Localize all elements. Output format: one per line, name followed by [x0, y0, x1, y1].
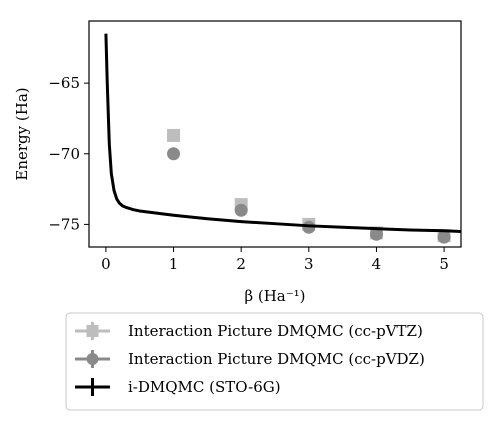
legend-box: [65, 312, 484, 411]
x-axis-label: β (Ha⁻¹): [244, 287, 305, 305]
x-tick-label: 4: [372, 255, 382, 273]
y-tick-label: −65: [48, 74, 80, 92]
legend-circle-marker: [86, 353, 99, 365]
y-tick-label: −70: [48, 145, 80, 163]
legend-square-marker: [86, 325, 99, 337]
axes-frame: [88, 20, 462, 248]
legend: Interaction Picture DMQMC (cc-pVTZ) Inter…: [65, 312, 484, 411]
x-tick-label: 3: [304, 255, 314, 273]
legend-entry: Interaction Picture DMQMC (cc-pVTZ): [75, 322, 423, 340]
legend-entry: i-DMQMC (STO-6G): [75, 378, 281, 396]
square-point: [167, 128, 181, 142]
circle-point: [167, 147, 181, 161]
ticks: 0 1 2 3 4 5 −75 −70 −65: [48, 74, 449, 273]
series-line: [104, 33, 461, 233]
plot-marks: [104, 33, 461, 244]
y-axis-label: Energy (Ha): [13, 87, 31, 180]
legend-label: Interaction Picture DMQMC (cc-pVTZ): [128, 322, 423, 340]
legend-label: i-DMQMC (STO-6G): [128, 378, 281, 396]
x-tick-label: 5: [439, 255, 449, 273]
legend-label: Interaction Picture DMQMC (cc-pVDZ): [128, 350, 425, 368]
circle-point: [369, 227, 383, 241]
y-tick-label: −75: [48, 215, 80, 233]
x-tick-label: 0: [101, 255, 111, 273]
x-tick-label: 1: [169, 255, 179, 273]
legend-entries: Interaction Picture DMQMC (cc-pVTZ) Inter…: [75, 322, 425, 396]
circle-point: [234, 203, 248, 217]
circle-point: [437, 230, 451, 244]
legend-entry: Interaction Picture DMQMC (cc-pVDZ): [75, 350, 425, 368]
x-tick-label: 2: [236, 255, 246, 273]
